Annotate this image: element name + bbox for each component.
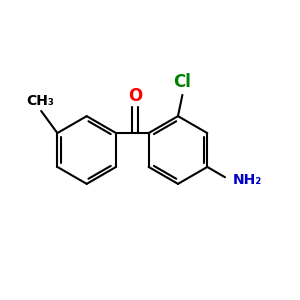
Text: O: O xyxy=(128,87,142,105)
Text: NH₂: NH₂ xyxy=(232,173,262,187)
Text: CH₃: CH₃ xyxy=(26,94,54,108)
Text: Cl: Cl xyxy=(173,73,191,91)
